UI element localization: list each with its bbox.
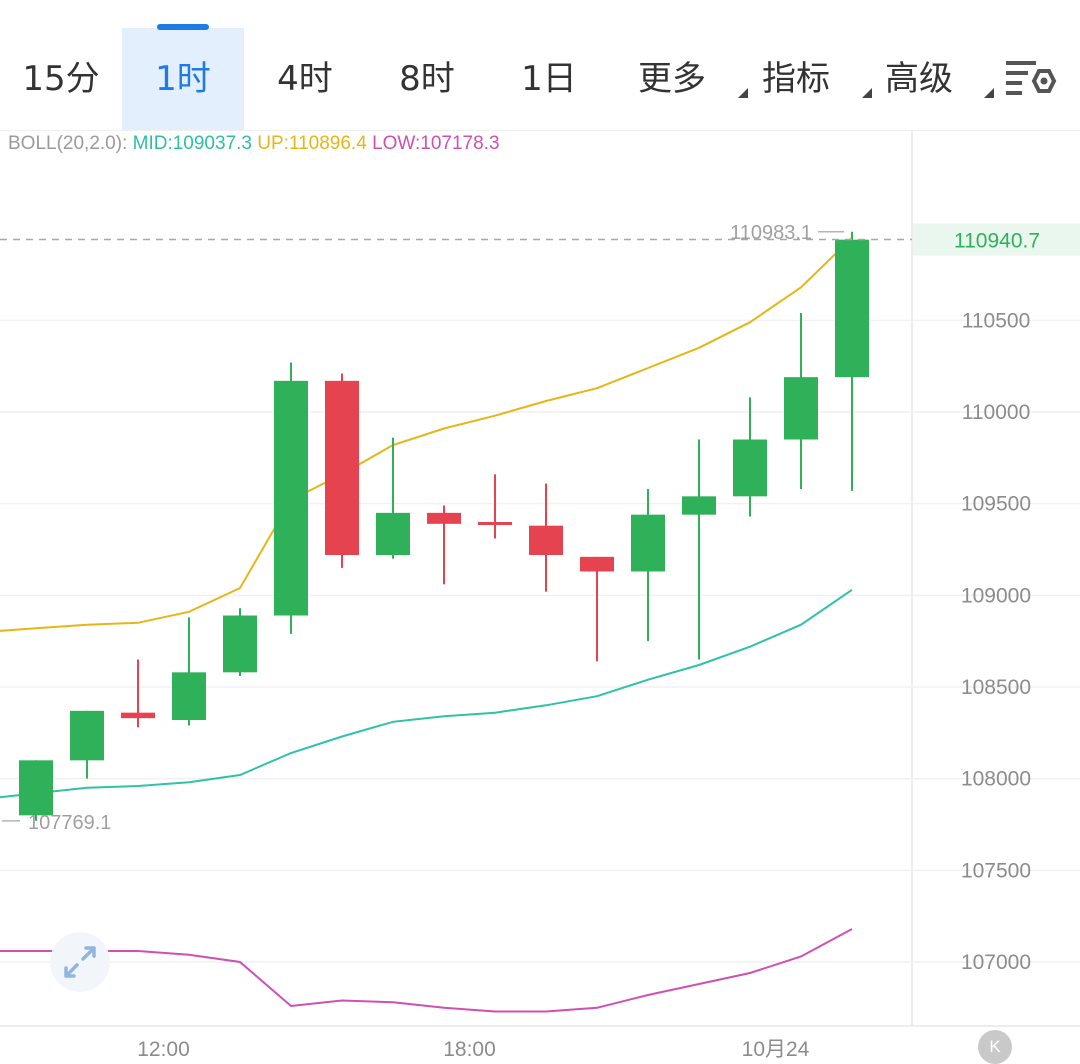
low-marker-label: 107769.1 (28, 812, 111, 834)
candle-body (172, 672, 206, 720)
candle-body (376, 512, 410, 555)
candle (121, 659, 155, 728)
candle-body (325, 380, 359, 555)
boll-low-line (0, 928, 853, 1013)
boll-mid-value: MID:109037.3 (132, 133, 252, 154)
candle-body (835, 239, 869, 378)
candle-body (19, 760, 53, 816)
candle (529, 483, 563, 592)
tab-label: 1时 (155, 59, 211, 99)
tab-1d[interactable]: 1日 (488, 28, 610, 130)
tab-label: 指标 (762, 59, 830, 99)
tab-label: 1日 (521, 59, 577, 99)
tab-advanced[interactable]: 高级 (858, 28, 994, 130)
bollinger-bands (0, 237, 853, 1013)
tab-label: 高级 (885, 59, 953, 99)
candle-body (682, 496, 716, 515)
candle-body (529, 525, 563, 555)
y-tick-label: 110500 (962, 309, 1031, 332)
candle (19, 760, 53, 821)
k-line-icon[interactable]: K (978, 1030, 1012, 1064)
tab-more[interactable]: 更多 (610, 28, 748, 130)
tab-label: 更多 (638, 59, 706, 99)
candle (70, 710, 104, 779)
tab-indicators[interactable]: 指标 (734, 28, 872, 130)
tab-label: 4时 (277, 59, 333, 99)
candle-body (478, 522, 512, 525)
boll-low-value: LOW:107178.3 (372, 133, 500, 154)
x-tick-label: 12:00 (137, 1038, 190, 1061)
candle (274, 362, 308, 634)
boll-up-value: UP:110896.4 (257, 133, 367, 154)
candle (427, 505, 461, 585)
candle-body (784, 377, 818, 440)
tab-label: 8时 (399, 59, 455, 99)
x-tick-label: 10月24 (742, 1038, 810, 1061)
tab-15m[interactable]: 15分 (0, 28, 122, 130)
chart-settings-icon[interactable] (1000, 55, 1060, 105)
boll-up-line (0, 237, 853, 632)
last-price-tag (913, 223, 1080, 256)
candles (19, 231, 869, 821)
x-axis: 12:00 18:00 10月24 (137, 1038, 809, 1061)
y-tick-label: 108500 (961, 676, 1031, 699)
y-tick-label: 108000 (961, 768, 1031, 791)
y-tick-label: 107500 (961, 859, 1031, 882)
candle-body (733, 439, 767, 497)
candle (580, 556, 614, 662)
candle (478, 474, 512, 539)
candle (223, 608, 257, 676)
y-axis: 107000 107500 108000 108500 109000 109500 1100… (961, 309, 1031, 974)
high-marker-label: 110983.1 (730, 222, 812, 244)
y-tick-label: 110000 (962, 401, 1031, 424)
expand-arrows-icon[interactable] (50, 932, 110, 992)
candle (172, 617, 206, 726)
last-price-label: 110940.7 (954, 230, 1040, 253)
tab-label: 15分 (22, 59, 100, 99)
candle-body (223, 615, 257, 673)
k-button-label: K (989, 1037, 1001, 1056)
candle (682, 439, 716, 660)
boll-mid-line (0, 588, 853, 799)
candle (631, 489, 665, 642)
chart-grid (0, 130, 1080, 1027)
caret-down-icon (862, 88, 872, 98)
candle-body (427, 512, 461, 524)
candle-body (631, 514, 665, 572)
boll-legend: BOLL(20,2.0): MID:109037.3 UP:110896.4 L… (8, 133, 500, 155)
price-markers: 110940.7 110983.1 107769.1 (0, 222, 1080, 834)
candle (325, 373, 359, 568)
tab-4h[interactable]: 4时 (244, 28, 366, 130)
candle (733, 397, 767, 517)
candle (835, 231, 869, 491)
y-tick-label: 107000 (961, 951, 1031, 974)
candle-body (274, 380, 308, 616)
caret-down-icon (738, 88, 748, 98)
x-tick-label: 18:00 (443, 1038, 496, 1061)
tab-8h[interactable]: 8时 (366, 28, 488, 130)
y-tick-label: 109500 (961, 493, 1031, 516)
candle-body (70, 710, 104, 761)
candle-body (121, 712, 155, 719)
tab-1h[interactable]: 1时 (122, 24, 244, 130)
candle (376, 437, 410, 559)
y-tick-label: 109000 (961, 584, 1031, 607)
boll-name: BOLL(20,2.0): (8, 133, 128, 154)
candle (784, 313, 818, 489)
timeframe-tab-bar: 15分 1时 4时 8时 1日 更多 指标 高级 (0, 0, 1080, 131)
caret-down-icon (984, 88, 994, 98)
candle-body (580, 556, 614, 572)
